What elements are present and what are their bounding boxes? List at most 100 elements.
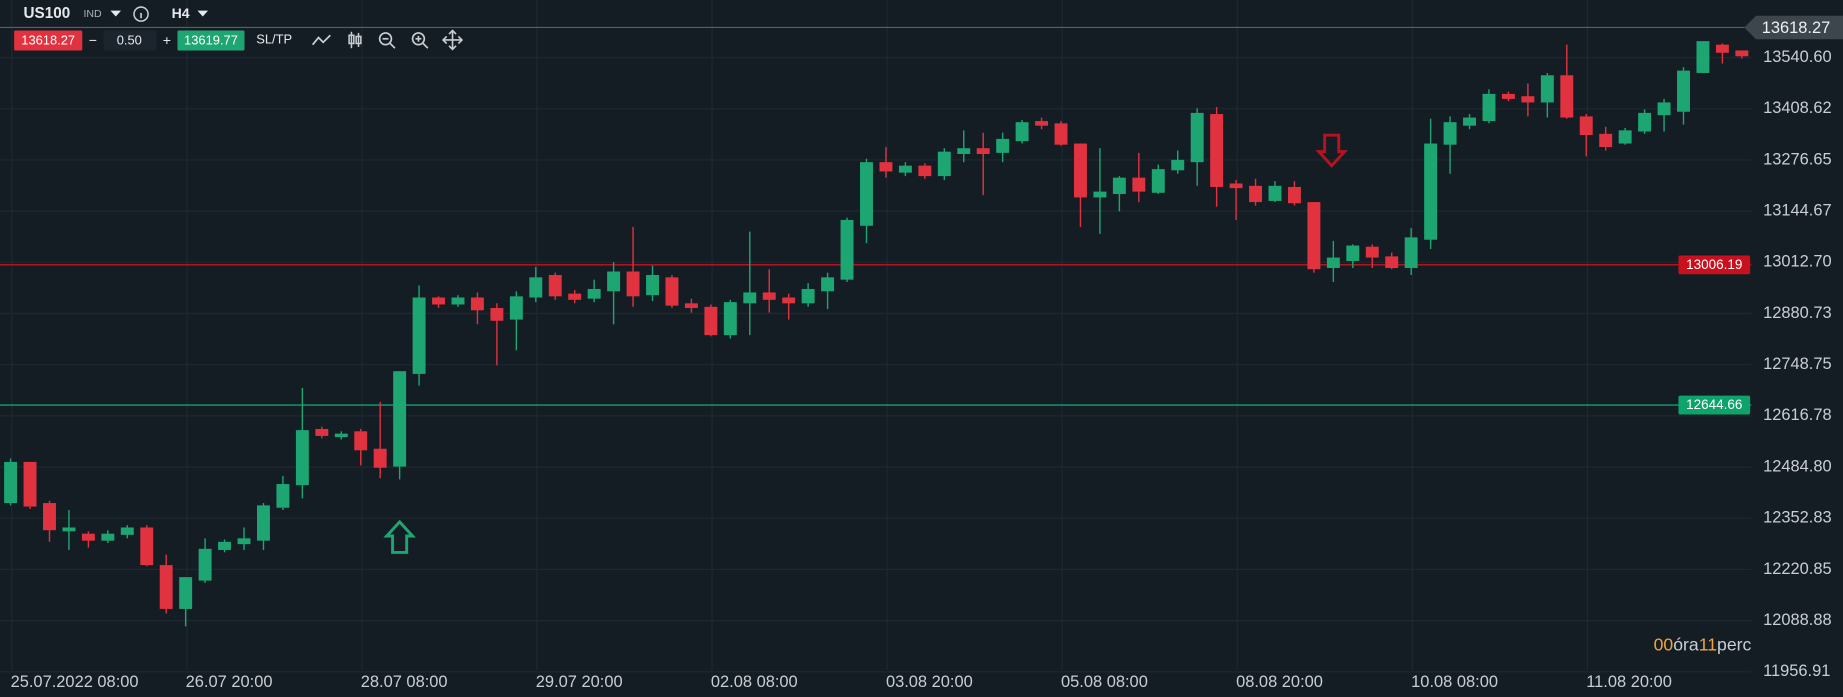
y-tick-label: 13012.70 [1763,253,1832,271]
candle-body [1618,130,1632,144]
candle-body [1463,117,1476,126]
candle-body [315,428,329,436]
y-tick-label: 12748.75 [1763,355,1832,373]
y-tick-label: 12880.73 [1763,304,1832,322]
candle-body [334,433,348,438]
x-tick-label: 02.08 08:00 [711,673,798,691]
x-tick-label: 03.08 20:00 [886,673,973,691]
candle-body [607,271,621,292]
candle-body [1229,183,1243,189]
candle-body [860,162,873,226]
candle-body [762,292,776,300]
pan-icon[interactable] [441,29,464,51]
y-tick-label: 12484.80 [1763,457,1832,475]
zoom-in-icon[interactable] [411,32,429,49]
price-line-tag [1678,395,1751,415]
price-line-label: 13006.19 [1686,257,1742,272]
y-tick-label: 13276.65 [1763,150,1832,168]
candle-body [1677,70,1690,112]
candle-body [159,565,173,609]
sell-price: 13618.27 [21,33,75,48]
y-tick-label: 12088.88 [1763,611,1832,629]
candle-body [1404,237,1418,269]
candle-body [996,138,1010,153]
candle-body [1657,102,1671,116]
sl-tp-button[interactable]: SL/TP [256,31,292,46]
candle-timer: 00óra11perc [1654,634,1752,654]
timeframe-dropdown[interactable] [197,10,209,17]
candle-body [1482,93,1496,122]
candle-body [412,297,426,374]
candle-body [821,277,835,292]
candle-body [1074,143,1087,198]
y-tick-label: 13144.67 [1763,201,1832,219]
buy-signal-arrow [383,519,416,554]
candle-body [957,148,971,155]
candle-body [1540,75,1554,103]
candle-body [179,577,193,609]
info-icon[interactable] [133,6,149,22]
candle-body [295,430,309,486]
candle-body [782,297,796,304]
candle-body [509,296,523,320]
candle-body [1307,202,1321,270]
candle-body [723,302,737,336]
spread-box[interactable] [103,30,157,51]
candle-body [198,548,212,581]
candle-body [665,277,679,306]
candle-body [1638,112,1652,132]
candle-body [1696,41,1710,73]
candle-body [1171,159,1185,171]
candle-body [1190,112,1204,163]
grid [0,0,1752,673]
x-tick-label: 05.08 08:00 [1061,673,1148,691]
candle-body [1287,186,1301,204]
y-tick-label: 11956.91 [1763,662,1830,680]
timeframe[interactable]: H4 [172,5,190,21]
candle-body [1443,122,1457,145]
timer-minutes-unit: perc [1717,634,1751,654]
y-tick-label: 13540.60 [1763,48,1832,66]
candle-body [1424,143,1438,240]
candle-body [432,297,446,305]
candle-body [976,148,990,155]
candle-body [140,527,154,566]
y-tick-label: 12220.85 [1763,560,1832,578]
price-line-label: 12644.66 [1686,397,1742,412]
candle-body [529,277,543,298]
candle-body [743,292,757,304]
candle-body [646,275,659,296]
candle-body [1560,75,1574,118]
candle-body [801,288,815,304]
current-price-tag [1744,15,1843,40]
candle-body [1249,185,1263,203]
timer-minutes: 11 [1699,634,1717,654]
market-dropdown[interactable] [110,10,122,17]
buy-button[interactable] [177,30,245,51]
decrease-button[interactable]: − [89,32,97,48]
candle-body [1715,44,1729,53]
plot [4,41,1749,627]
increase-button[interactable]: + [163,32,171,48]
symbol[interactable]: US100 [24,5,71,22]
timer-hours: 00 [1654,634,1674,654]
y-tick-label: 13408.62 [1763,99,1832,117]
candle-body [1210,114,1224,187]
candle-chart-icon[interactable] [348,31,362,49]
sell-button[interactable] [14,30,83,51]
y-tick-label: 12352.83 [1763,509,1832,527]
zoom-out-icon[interactable] [378,32,396,49]
price-line-tag [1678,255,1751,275]
candle-body [1054,123,1068,145]
x-tick-label: 29.07 20:00 [536,673,623,691]
candle-body [1151,169,1165,193]
candle-body [101,533,115,541]
candle-body [43,503,56,531]
candle-body [393,371,407,467]
line-chart-icon[interactable] [311,34,331,46]
candle-body [354,431,368,451]
candle-body [684,303,698,308]
candle-body [587,288,601,299]
